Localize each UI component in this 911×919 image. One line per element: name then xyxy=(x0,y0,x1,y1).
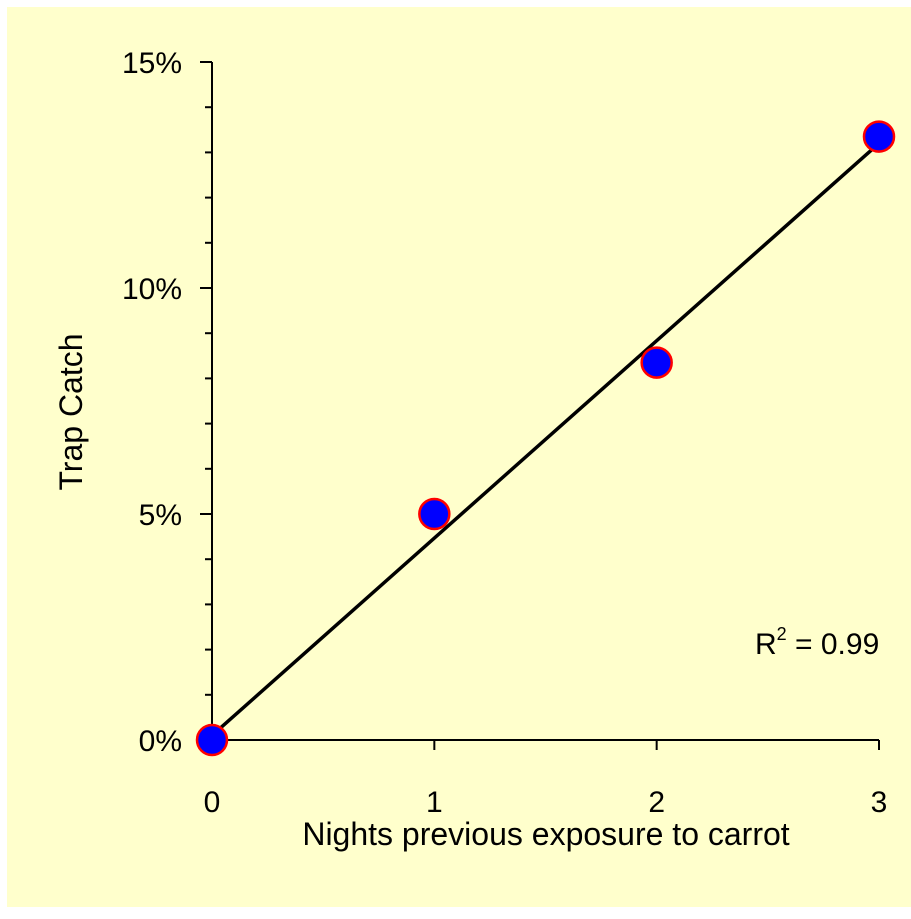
axes xyxy=(200,61,880,750)
x-tick-label: 3 xyxy=(871,786,888,819)
x-tick-label: 1 xyxy=(426,786,443,819)
x-tick-label: 2 xyxy=(648,786,665,819)
trendline xyxy=(210,142,881,737)
y-tick-label: 5% xyxy=(139,499,182,532)
data-point xyxy=(195,723,229,757)
y-tick-label: 15% xyxy=(122,47,182,80)
chart-background xyxy=(7,7,911,907)
data-point xyxy=(418,497,451,531)
y-tick-label: 10% xyxy=(122,273,182,306)
r-squared-annotation: R2 = 0.99 xyxy=(755,624,879,661)
data-point xyxy=(640,346,673,379)
r-squared-exponent: 2 xyxy=(777,624,787,644)
x-tick-label: 0 xyxy=(204,786,221,819)
y-axis-title: Trap Catch xyxy=(53,333,89,490)
data-point xyxy=(862,120,896,153)
x-axis-title: Nights previous exposure to carrot xyxy=(302,816,789,852)
trendline-group xyxy=(210,142,881,737)
r-squared-value: = 0.99 xyxy=(787,628,880,661)
y-tick-label: 0% xyxy=(139,725,182,758)
r-squared-base: R xyxy=(755,628,777,661)
data-points xyxy=(195,120,896,757)
tick-labels: 0% 5% 10% 15% 0 1 2 3 xyxy=(122,47,887,819)
